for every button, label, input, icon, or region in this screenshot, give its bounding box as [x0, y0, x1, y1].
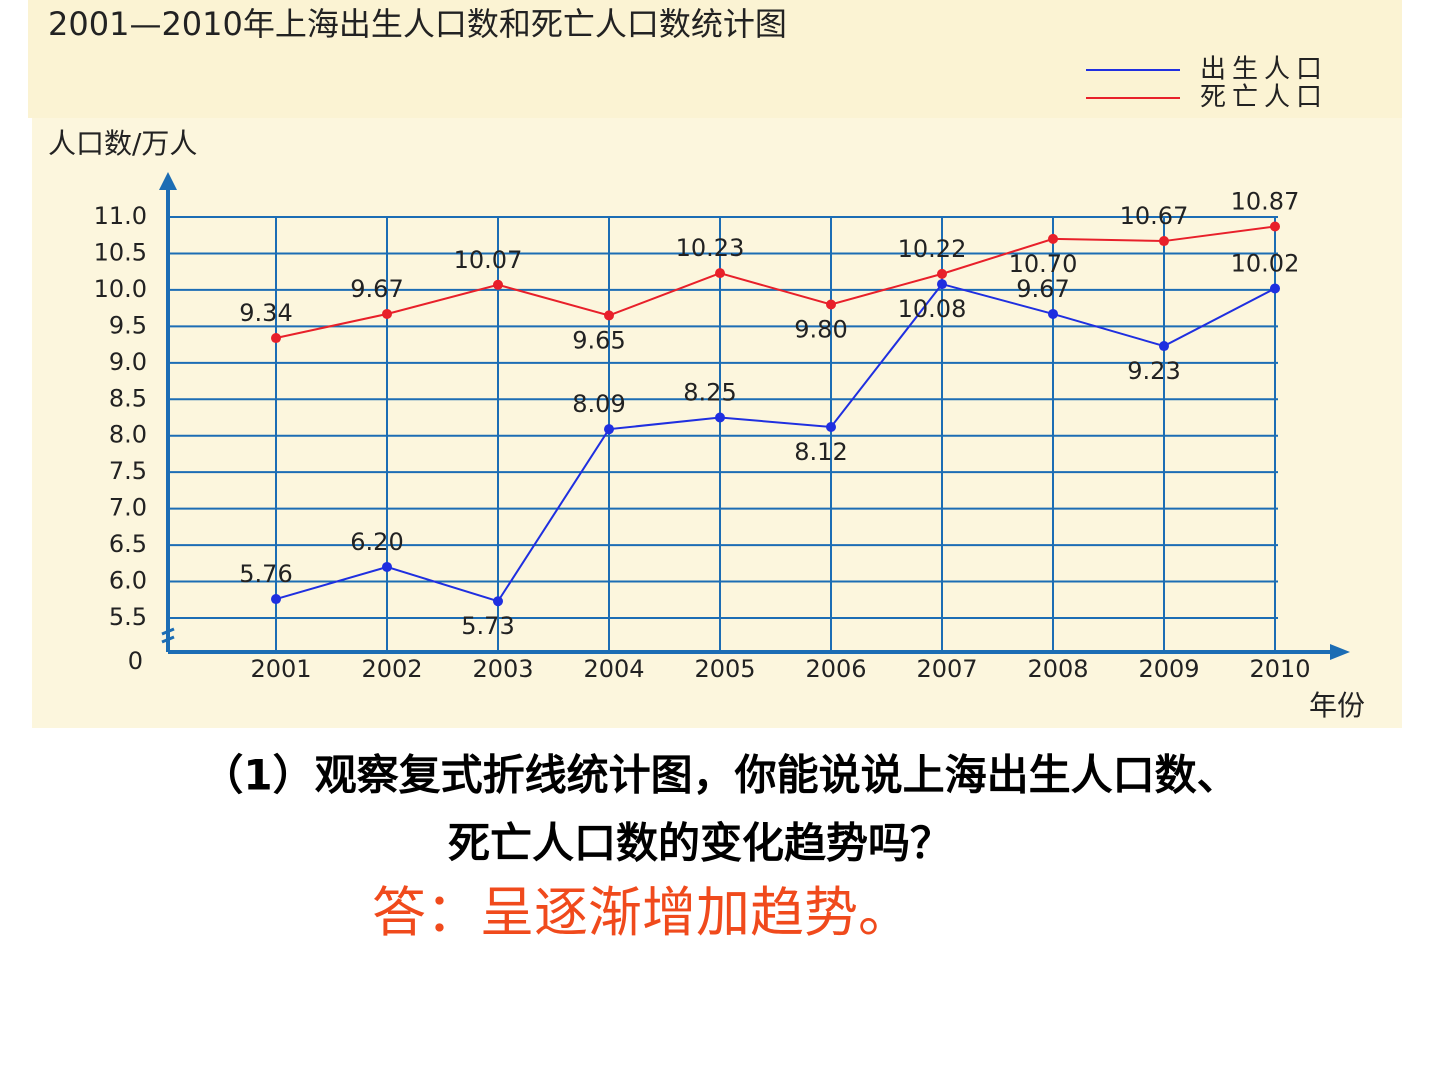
series-line: [275, 282, 1276, 603]
data-point: [493, 279, 503, 290]
x-axis-arrow: [1330, 644, 1350, 660]
data-point: [271, 594, 281, 605]
y-tick-label: 10.0: [94, 275, 147, 303]
x-axis-label: 年份: [1309, 689, 1365, 722]
x-tick-label: 2003: [472, 655, 533, 683]
data-point: [271, 333, 281, 344]
series-line: [275, 225, 1276, 340]
chart-panel: [32, 118, 1402, 728]
data-point: [1270, 221, 1280, 232]
data-label: 9.67: [350, 275, 403, 303]
x-tick-label: 2010: [1249, 655, 1310, 683]
data-label: 9.67: [1016, 275, 1069, 303]
data-label: 8.09: [572, 390, 625, 418]
data-point: [1159, 236, 1169, 247]
data-point: [826, 421, 836, 432]
y-tick-label: 7.5: [109, 457, 147, 485]
data-label: 10.67: [1120, 202, 1189, 230]
y-tick-label: 10.5: [94, 238, 147, 266]
x-tick-label: 2006: [805, 655, 866, 683]
y-tick-label: 9.5: [109, 311, 147, 339]
y-tick-label: 8.0: [109, 421, 147, 449]
chart-title: 2001—2010年上海出生人口数和死亡人口数统计图: [48, 5, 787, 43]
data-point: [715, 268, 725, 279]
y-axis-label: 人口数/万人: [48, 127, 197, 160]
data-point: [382, 561, 392, 572]
axis-break: [161, 627, 175, 644]
data-label: 10.07: [454, 246, 523, 274]
data-point: [493, 596, 503, 607]
x-tick-label: 2009: [1138, 655, 1199, 683]
data-point: [1270, 283, 1280, 294]
answer: 答：呈逐渐增加趋势。: [372, 881, 912, 944]
y-tick-label: 8.5: [109, 384, 147, 412]
data-point: [604, 310, 614, 321]
y-tick-label: 6.5: [109, 530, 147, 558]
x-tick-label: 2002: [361, 655, 422, 683]
legend-label: 死亡人口: [1200, 83, 1328, 113]
data-point: [1048, 233, 1058, 244]
y-tick-label: 11.0: [94, 202, 147, 230]
x-tick-label: 2001: [250, 655, 311, 683]
data-label: 6.20: [350, 528, 403, 556]
data-point: [1048, 308, 1058, 319]
data-label: 10.87: [1231, 187, 1300, 215]
data-label: 9.80: [794, 315, 847, 343]
data-label: 5.73: [461, 612, 514, 640]
question-line: 死亡人口数的变化趋势吗？: [448, 819, 952, 868]
y-tick-label: 7.0: [109, 494, 147, 522]
data-label: 8.25: [683, 379, 736, 407]
data-point: [382, 308, 392, 319]
y-tick-label: 9.0: [109, 348, 147, 376]
y-tick-label: 5.5: [109, 603, 147, 631]
question-line: （1）观察复式折线统计图，你能说说上海出生人口数、: [201, 751, 1238, 800]
x-tick-label: 2004: [583, 655, 644, 683]
y-axis-arrow: [159, 172, 177, 190]
y-tick-label: 0: [128, 647, 143, 675]
data-label: 8.12: [794, 438, 847, 466]
y-tick-label: 6.0: [109, 567, 147, 595]
x-tick-label: 2008: [1027, 655, 1088, 683]
data-point: [715, 412, 725, 423]
data-label: 10.70: [1009, 250, 1078, 278]
data-label: 5.76: [239, 560, 292, 588]
data-label: 9.34: [239, 299, 292, 327]
data-label: 10.02: [1231, 249, 1300, 277]
data-label: 10.08: [898, 295, 967, 323]
data-point: [604, 424, 614, 435]
data-point: [937, 279, 947, 290]
data-label: 10.22: [898, 235, 967, 263]
data-point: [1159, 341, 1169, 352]
data-label: 10.23: [676, 234, 745, 262]
x-tick-label: 2005: [694, 655, 755, 683]
data-point: [826, 299, 836, 310]
legend-label: 出生人口: [1200, 55, 1328, 85]
x-tick-label: 2007: [916, 655, 977, 683]
data-label: 9.23: [1127, 357, 1180, 385]
data-point: [937, 268, 947, 279]
data-label: 9.65: [572, 326, 625, 354]
